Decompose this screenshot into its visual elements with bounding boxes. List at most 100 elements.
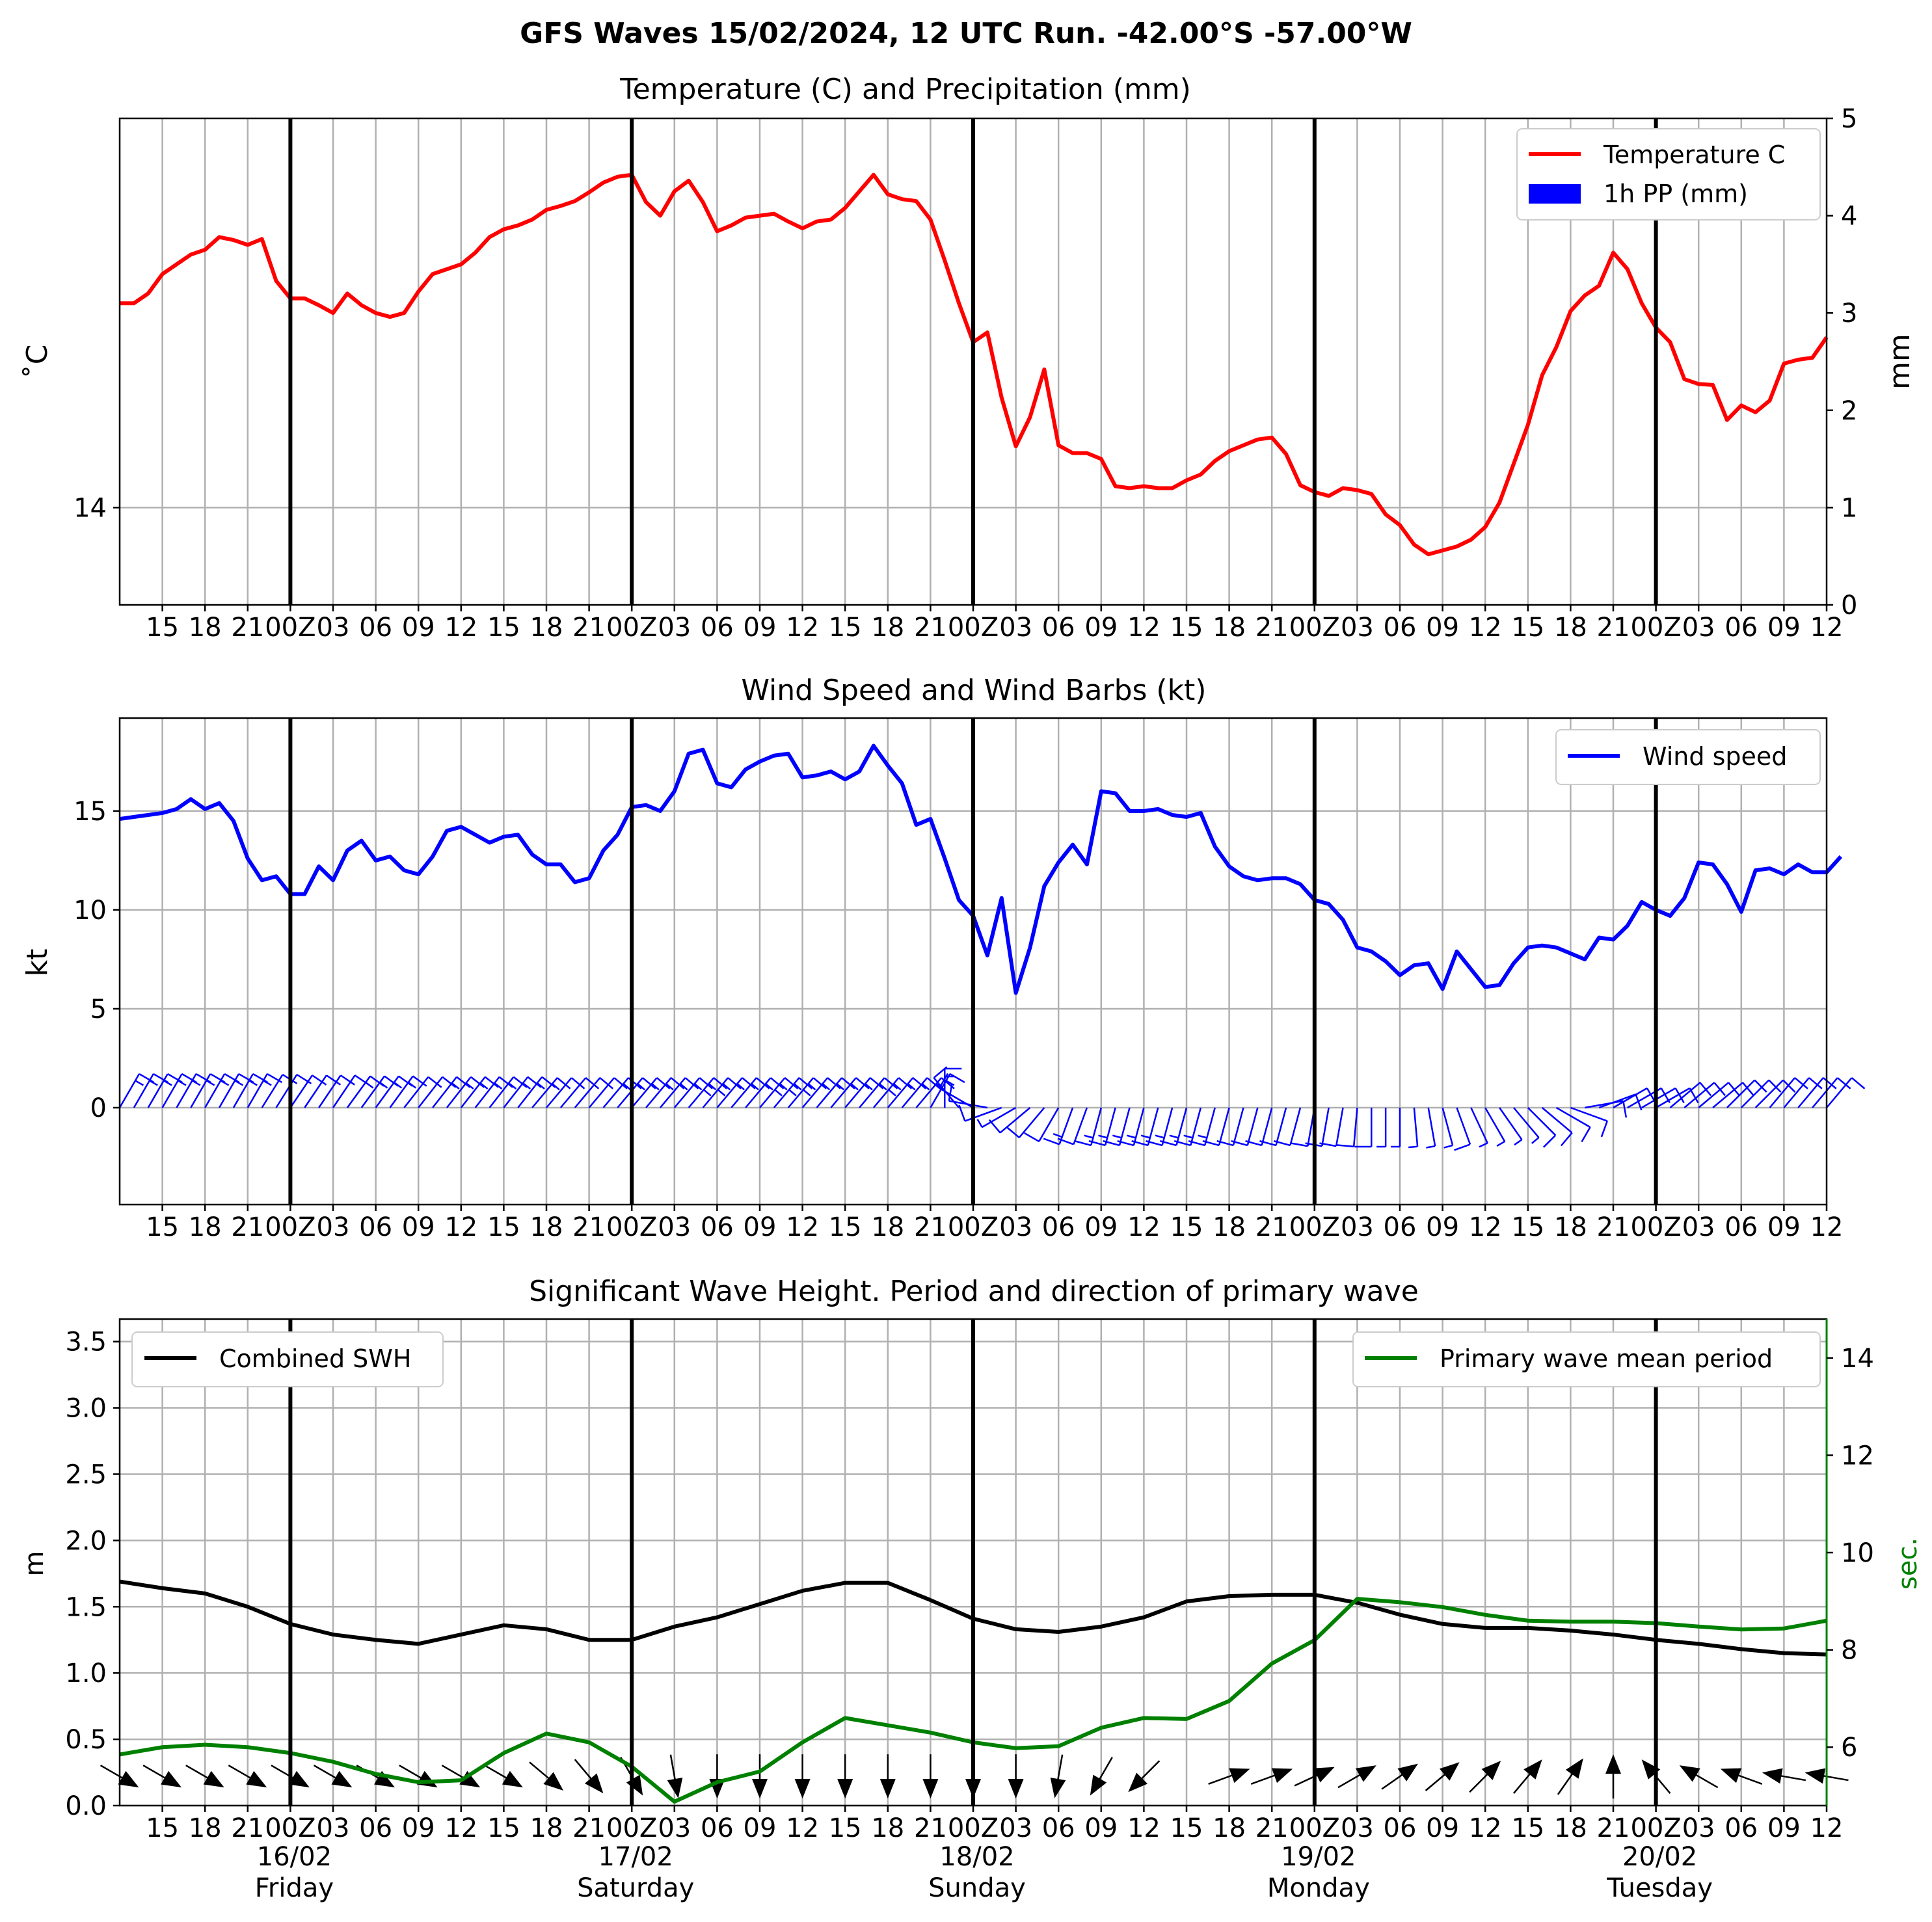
- x-tick-label: 15: [146, 1813, 179, 1843]
- wind-barb: [1641, 1087, 1685, 1109]
- y2-tick-label: 6: [1841, 1733, 1857, 1763]
- wind-barb: [517, 1076, 556, 1108]
- x-tick-label: 18: [189, 613, 222, 643]
- x-tick-label: 03: [1682, 1813, 1715, 1843]
- wave-arrow: [1605, 1754, 1621, 1799]
- x-tick-label: 15: [487, 1813, 520, 1843]
- wind-barb: [1216, 1107, 1244, 1147]
- wind-barb: [489, 1076, 528, 1108]
- x-tick-label: 09: [402, 613, 435, 643]
- x-tick-label: 12: [444, 1813, 477, 1843]
- day-name-label: Friday: [255, 1873, 334, 1903]
- wind-barb: [1088, 1107, 1116, 1147]
- x-tick-label: 00Z: [265, 1813, 315, 1843]
- wind-barb: [1570, 1106, 1608, 1138]
- x-tick-label: 15: [146, 613, 179, 643]
- x-tick-label: 00Z: [948, 1813, 999, 1843]
- panel2-ylabel: kt: [21, 949, 54, 977]
- day-name-label: Tuesday: [1606, 1873, 1713, 1903]
- day-date-label: 16/02: [257, 1842, 332, 1872]
- x-tick-label: 06: [1384, 1813, 1417, 1843]
- x-tick-label: 21: [1597, 1212, 1630, 1242]
- x-tick-label: 06: [1042, 1813, 1075, 1843]
- wind-barb: [859, 1077, 898, 1108]
- panel2-axes: 15 18 21 00Z 03 06 09 12 15 18 21 00Z 03 06 09 12 15 18 21…: [74, 717, 1843, 1242]
- wind-barb: [1541, 1107, 1573, 1147]
- wind-barb: [1319, 1107, 1344, 1147]
- wind-barb: [948, 1084, 988, 1109]
- x-tick-label: 06: [1384, 1212, 1417, 1242]
- wind-barb: [418, 1076, 457, 1108]
- y-tick-label: 1.0: [65, 1659, 107, 1688]
- wind-barb: [816, 1077, 855, 1108]
- x-tick-label: 09: [1084, 613, 1118, 643]
- wind-barb: [1598, 1093, 1643, 1111]
- x-tick-label: 00Z: [1630, 1813, 1681, 1843]
- x-tick-label: 12: [786, 613, 819, 643]
- x-tick-label: 06: [1724, 1212, 1758, 1242]
- legend-swh-label: Combined SWH: [219, 1344, 411, 1373]
- x-tick-label: 06: [1724, 613, 1758, 643]
- wave-arrow: [1381, 1763, 1418, 1790]
- x-tick-label: 12: [444, 1212, 477, 1242]
- day-name-label: Sunday: [928, 1873, 1026, 1903]
- wind-barb: [1117, 1107, 1145, 1147]
- y-tick-label: 3.5: [65, 1328, 107, 1357]
- wind-barb: [1146, 1107, 1174, 1147]
- wind-barb: [887, 1077, 927, 1108]
- x-tick-label: 06: [359, 1212, 392, 1242]
- panel3-title: Significant Wave Height. Period and dire…: [529, 1275, 1419, 1308]
- day-date-label: 20/02: [1622, 1842, 1697, 1872]
- panel3-legend-left: Combined SWH: [131, 1331, 444, 1387]
- x-tick-label: 00Z: [265, 1212, 315, 1242]
- x-tick-label: 18: [530, 1212, 563, 1242]
- wind-barb: [688, 1077, 727, 1108]
- x-tick-label: 18: [189, 1212, 222, 1242]
- wave-arrow: [752, 1754, 768, 1799]
- wave-arrow: [313, 1765, 353, 1788]
- x-tick-label: 00Z: [948, 613, 999, 643]
- wave-arrow: [1208, 1768, 1250, 1785]
- wave-arrow: [100, 1765, 139, 1788]
- x-tick-label: 18: [1554, 1813, 1587, 1843]
- x-tick-label: 15: [487, 1212, 520, 1242]
- y2-tick-label: 2: [1841, 396, 1857, 426]
- wave-arrow: [1425, 1762, 1460, 1791]
- wave-arrow: [1337, 1765, 1376, 1789]
- x-tick-label: 12: [786, 1212, 819, 1242]
- wave-arrow: [1008, 1754, 1024, 1799]
- wave-arrow: [228, 1765, 267, 1788]
- wind-barb: [1043, 1107, 1074, 1145]
- wind-barb: [673, 1077, 714, 1108]
- wind-barb: [631, 1077, 671, 1108]
- temperature-precip-panel: Temperature (C) and Precipitation (mm) 1…: [21, 73, 1916, 643]
- wind-barb: [1527, 1107, 1557, 1148]
- wind-barb: [1499, 1107, 1523, 1146]
- wave-arrow: [1805, 1768, 1849, 1784]
- wave-arrow: [1679, 1765, 1719, 1789]
- x-tick-label: 03: [658, 1212, 691, 1242]
- x-tick-label: 03: [658, 1813, 691, 1843]
- wave-arrow: [1512, 1759, 1542, 1795]
- wind-barb: [389, 1075, 427, 1108]
- x-tick-label: 12: [1469, 1813, 1502, 1843]
- day-date-label: 17/02: [598, 1842, 673, 1872]
- x-tick-label: 18: [871, 1212, 904, 1242]
- x-tick-label: 09: [1426, 1212, 1459, 1242]
- wind-barb: [1376, 1108, 1387, 1148]
- x-tick-label: 00Z: [948, 1212, 999, 1242]
- x-tick-label: 21: [914, 613, 947, 643]
- y2-tick-label: 3: [1841, 299, 1857, 328]
- x-tick-label: 03: [999, 1813, 1032, 1843]
- wind-barb: [1470, 1107, 1488, 1148]
- x-tick-label: 18: [1213, 1212, 1246, 1242]
- wind-barb: [759, 1077, 799, 1108]
- wind-barb: [1245, 1107, 1273, 1147]
- x-tick-label: 06: [1042, 613, 1075, 643]
- x-tick-label: 21: [572, 1813, 606, 1843]
- wave-arrow: [837, 1754, 853, 1799]
- wind-barb: [1259, 1107, 1287, 1147]
- x-tick-label: 21: [1597, 1813, 1630, 1843]
- panel1-ylabel: ˚C: [21, 345, 54, 379]
- wind-barb: [1512, 1107, 1540, 1144]
